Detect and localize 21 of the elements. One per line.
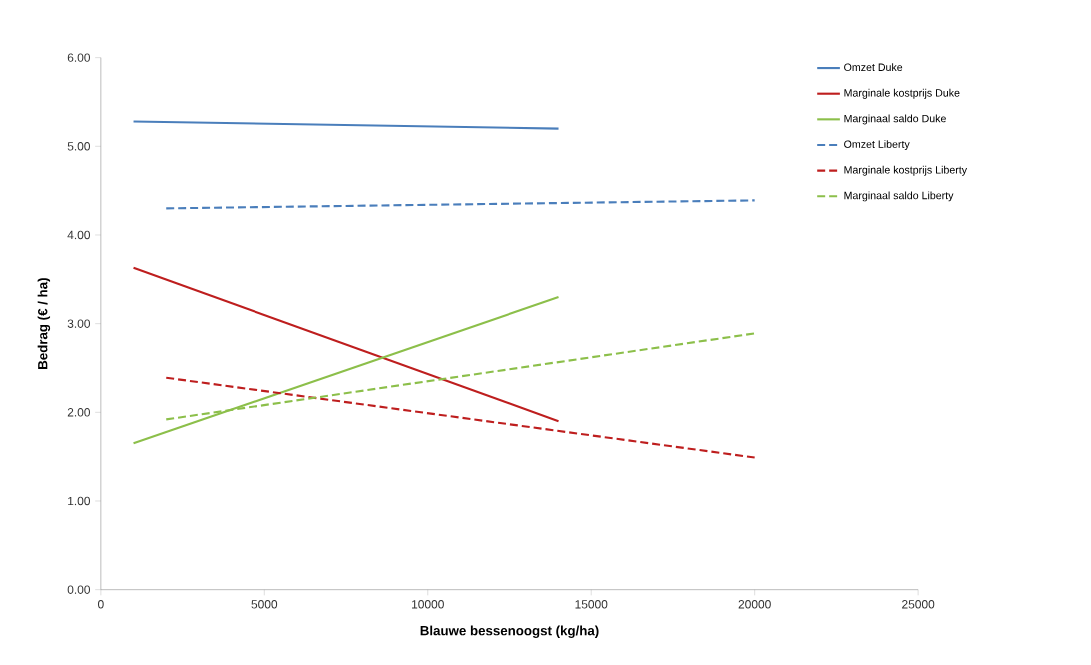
x-tick-label: 15000 — [575, 600, 608, 609]
legend-label: Marginaal saldo Duke — [844, 114, 946, 125]
legend-label: Omzet Liberty — [844, 140, 910, 151]
legend-label: Omzet Duke — [844, 63, 903, 72]
y-tick-label: 4.00 — [67, 230, 91, 240]
y-tick-label: 5.00 — [67, 142, 91, 151]
legend-label: Marginaal saldo Liberty — [844, 191, 954, 202]
x-tick-label: 20000 — [738, 600, 771, 609]
x-tick-label: 5000 — [251, 600, 278, 609]
y-tick-label: 0.00 — [67, 585, 91, 595]
x-tick-label: 10000 — [412, 600, 444, 609]
y-tick-label: 6.00 — [67, 53, 91, 63]
legend-label: Marginale kostprijs Duke — [844, 89, 960, 99]
legend-label: Marginale kostprijs Liberty — [844, 165, 968, 176]
y-tick-label: 1.00 — [68, 496, 91, 506]
x-tick-label: 0 — [97, 600, 104, 609]
y-axis-title: Bedrag (€ / ha) — [37, 278, 51, 370]
y-tick-label: 3.00 — [67, 319, 91, 329]
y-tick-label: 2.00 — [67, 408, 91, 417]
x-tick-label: 25000 — [902, 600, 935, 609]
x-axis-title: Blauwe bessenoogst (kg/ha) — [420, 625, 599, 639]
